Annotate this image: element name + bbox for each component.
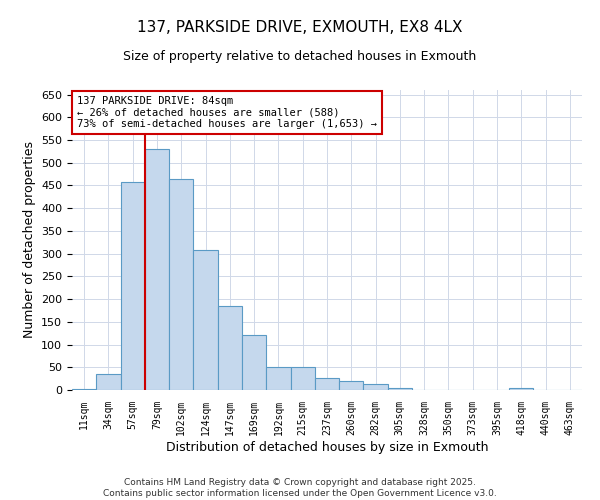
- Bar: [242, 334, 266, 390]
- Text: Size of property relative to detached houses in Exmouth: Size of property relative to detached ho…: [124, 50, 476, 63]
- Bar: [218, 306, 242, 390]
- Bar: [290, 368, 315, 390]
- Text: 137 PARKSIDE DRIVE: 84sqm
← 26% of detached houses are smaller (588)
73% of semi: 137 PARKSIDE DRIVE: 84sqm ← 26% of detac…: [77, 96, 377, 129]
- Text: Contains HM Land Registry data © Crown copyright and database right 2025.
Contai: Contains HM Land Registry data © Crown c…: [103, 478, 497, 498]
- Text: 137, PARKSIDE DRIVE, EXMOUTH, EX8 4LX: 137, PARKSIDE DRIVE, EXMOUTH, EX8 4LX: [137, 20, 463, 35]
- Bar: [145, 149, 169, 390]
- Bar: [193, 250, 218, 390]
- Bar: [339, 381, 364, 390]
- Bar: [509, 388, 533, 390]
- Bar: [315, 378, 339, 390]
- Bar: [96, 374, 121, 390]
- Bar: [266, 368, 290, 390]
- X-axis label: Distribution of detached houses by size in Exmouth: Distribution of detached houses by size …: [166, 440, 488, 454]
- Bar: [364, 384, 388, 390]
- Bar: [72, 388, 96, 390]
- Y-axis label: Number of detached properties: Number of detached properties: [23, 142, 35, 338]
- Bar: [169, 178, 193, 390]
- Bar: [388, 388, 412, 390]
- Bar: [121, 182, 145, 390]
